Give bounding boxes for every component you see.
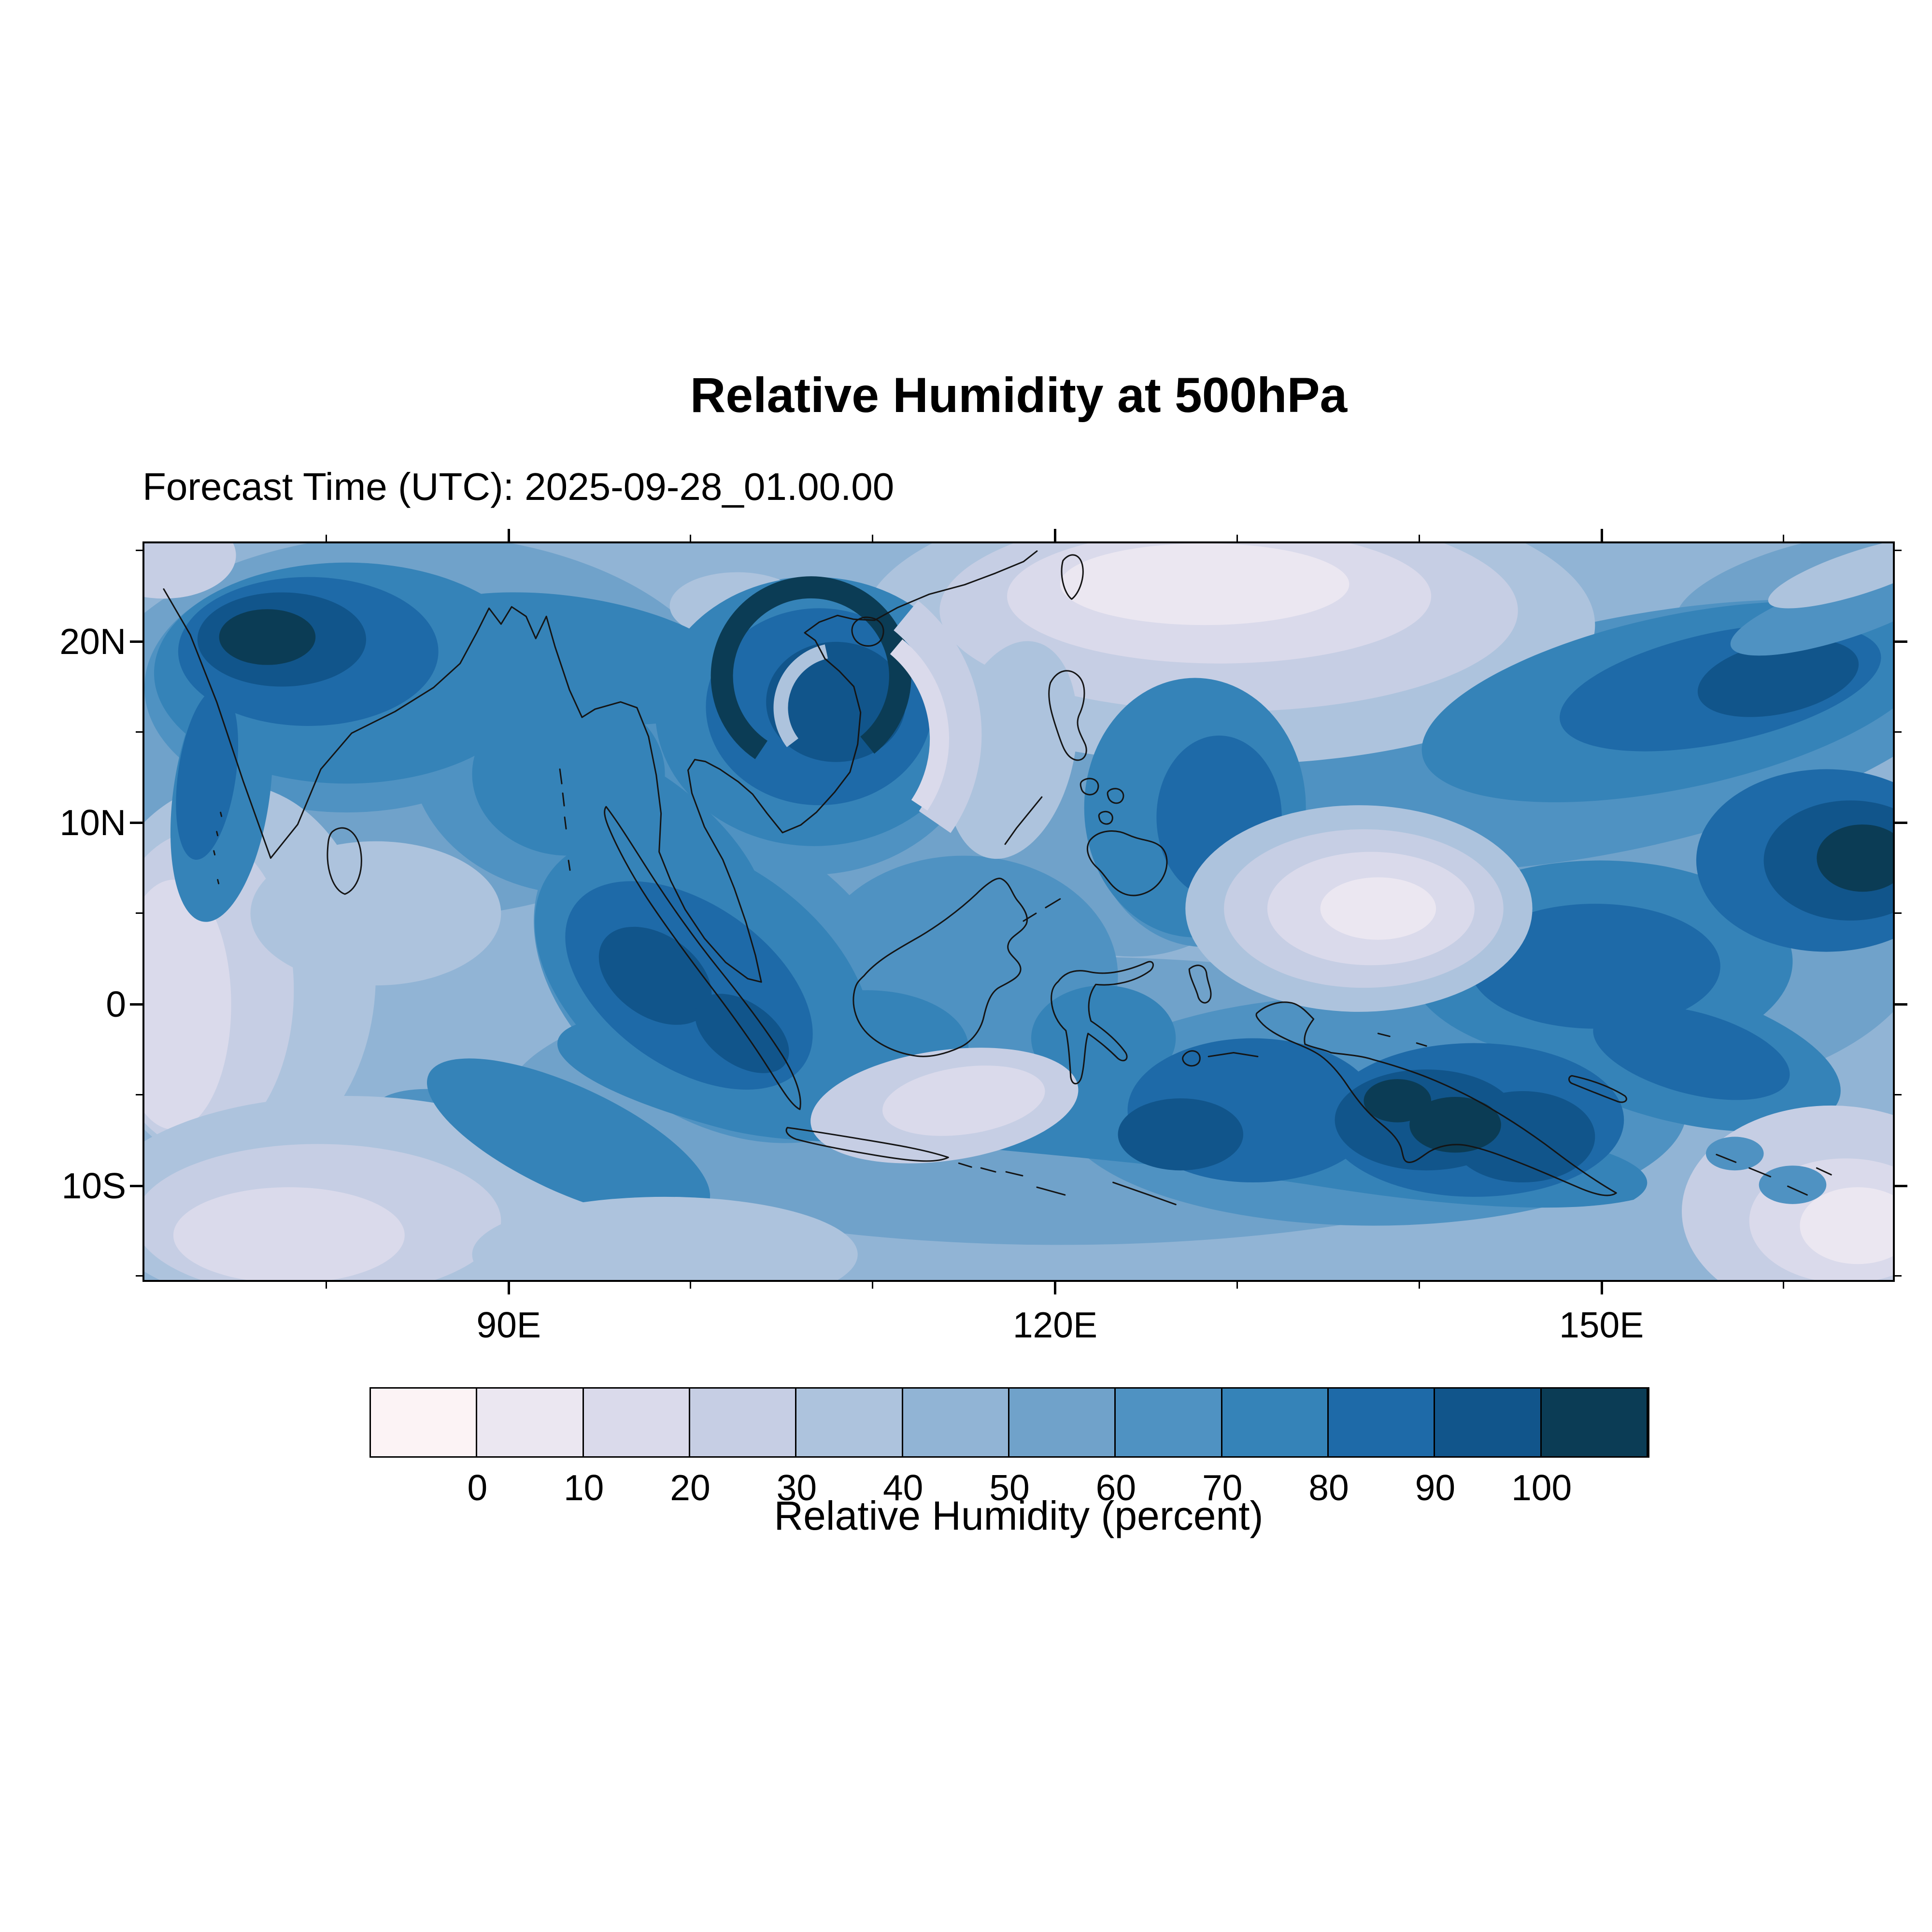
axis-tick-x [1418, 535, 1420, 543]
colorbar-cell [1009, 1389, 1116, 1456]
axis-tick-y [1893, 1003, 1907, 1006]
axis-tick-y [1893, 912, 1902, 914]
contour-fills [144, 543, 1893, 1280]
colorbar-tick-label: 30 [776, 1467, 817, 1508]
y-tick-label: 10N [59, 802, 126, 843]
axis-tick-x [1600, 529, 1603, 543]
y-tick-label: 10S [61, 1165, 126, 1206]
axis-tick-y [136, 912, 144, 914]
axis-tick-x [872, 1280, 874, 1289]
colorbar-tick-label: 40 [882, 1467, 923, 1508]
colorbar-cell [371, 1389, 478, 1456]
axis-tick-x [690, 535, 692, 543]
axis-tick-y [130, 822, 144, 824]
axis-tick-x [1782, 535, 1784, 543]
axis-tick-x [1054, 529, 1057, 543]
colorbar-tick-label: 0 [467, 1467, 488, 1508]
colorbar-tick-label: 50 [989, 1467, 1030, 1508]
axis-tick-y [136, 1275, 144, 1277]
colorbar-tick-label: 100 [1511, 1467, 1572, 1508]
colorbar-cell [1541, 1389, 1648, 1456]
axis-tick-y [1893, 1184, 1907, 1187]
axis-tick-y [130, 1003, 144, 1006]
axis-tick-y [1893, 822, 1907, 824]
axis-tick-x [326, 535, 327, 543]
x-tick-label: 90E [476, 1305, 541, 1345]
axis-tick-y [130, 640, 144, 643]
colorbar-tick-label: 10 [563, 1467, 604, 1508]
axis-tick-x [1600, 1280, 1603, 1294]
axis-tick-x [690, 1280, 692, 1289]
colorbar-cell [477, 1389, 584, 1456]
x-tick-label: 150E [1559, 1305, 1644, 1345]
chart-title: Relative Humidity at 500hPa [690, 368, 1348, 423]
colorbar-cell [1116, 1389, 1222, 1456]
colorbar-tick-label: 80 [1308, 1467, 1349, 1508]
axis-tick-y [136, 731, 144, 733]
y-tick-label: 20N [59, 621, 126, 662]
colorbar-cell [796, 1389, 903, 1456]
forecast-time-label: Forecast Time (UTC): 2025-09-28_01.00.00 [142, 465, 895, 508]
colorbar-cell [1328, 1389, 1435, 1456]
colorbar-tick-label: 60 [1095, 1467, 1136, 1508]
colorbar-tick-label: 90 [1415, 1467, 1456, 1508]
axis-tick-x [1236, 535, 1238, 543]
axis-tick-y [130, 1184, 144, 1187]
y-tick-label: 0 [106, 984, 126, 1025]
colorbar: 0 10 20 30 40 50 60 70 80 90 100 [369, 1387, 1649, 1508]
axis-tick-x [1236, 1280, 1238, 1289]
axis-tick-y [1893, 640, 1907, 643]
colorbar-label: Relative Humidity (percent) [774, 1493, 1264, 1538]
colorbar-cell [690, 1389, 797, 1456]
axis-tick-y [136, 1094, 144, 1095]
colorbar-cell [903, 1389, 1009, 1456]
axis-tick-x [508, 529, 511, 543]
axis-tick-x [872, 535, 874, 543]
axis-tick-x [1418, 1280, 1420, 1289]
colorbar-tick-label: 20 [670, 1467, 710, 1508]
map-plot-area: 90E 120E 150E 20N 10N 0 10S [59, 529, 1907, 1345]
colorbar-cell [583, 1389, 690, 1456]
axis-tick-x [1782, 1280, 1784, 1289]
coastlines [163, 550, 1832, 1206]
colorbar-cell [1435, 1389, 1542, 1456]
axis-tick-x [1054, 1280, 1057, 1294]
axis-tick-y [1893, 1275, 1902, 1277]
axis-tick-y [136, 550, 144, 552]
colorbar-cell [1222, 1389, 1329, 1456]
humidity-contour-field [144, 543, 1893, 1280]
colorbar-tick-label: 70 [1202, 1467, 1243, 1508]
axis-tick-x [326, 1280, 327, 1289]
axis-tick-x [508, 1280, 511, 1294]
x-tick-label: 120E [1012, 1305, 1097, 1345]
axis-tick-y [1893, 731, 1902, 733]
axis-tick-y [1893, 1094, 1902, 1095]
axis-tick-y [1893, 550, 1902, 552]
